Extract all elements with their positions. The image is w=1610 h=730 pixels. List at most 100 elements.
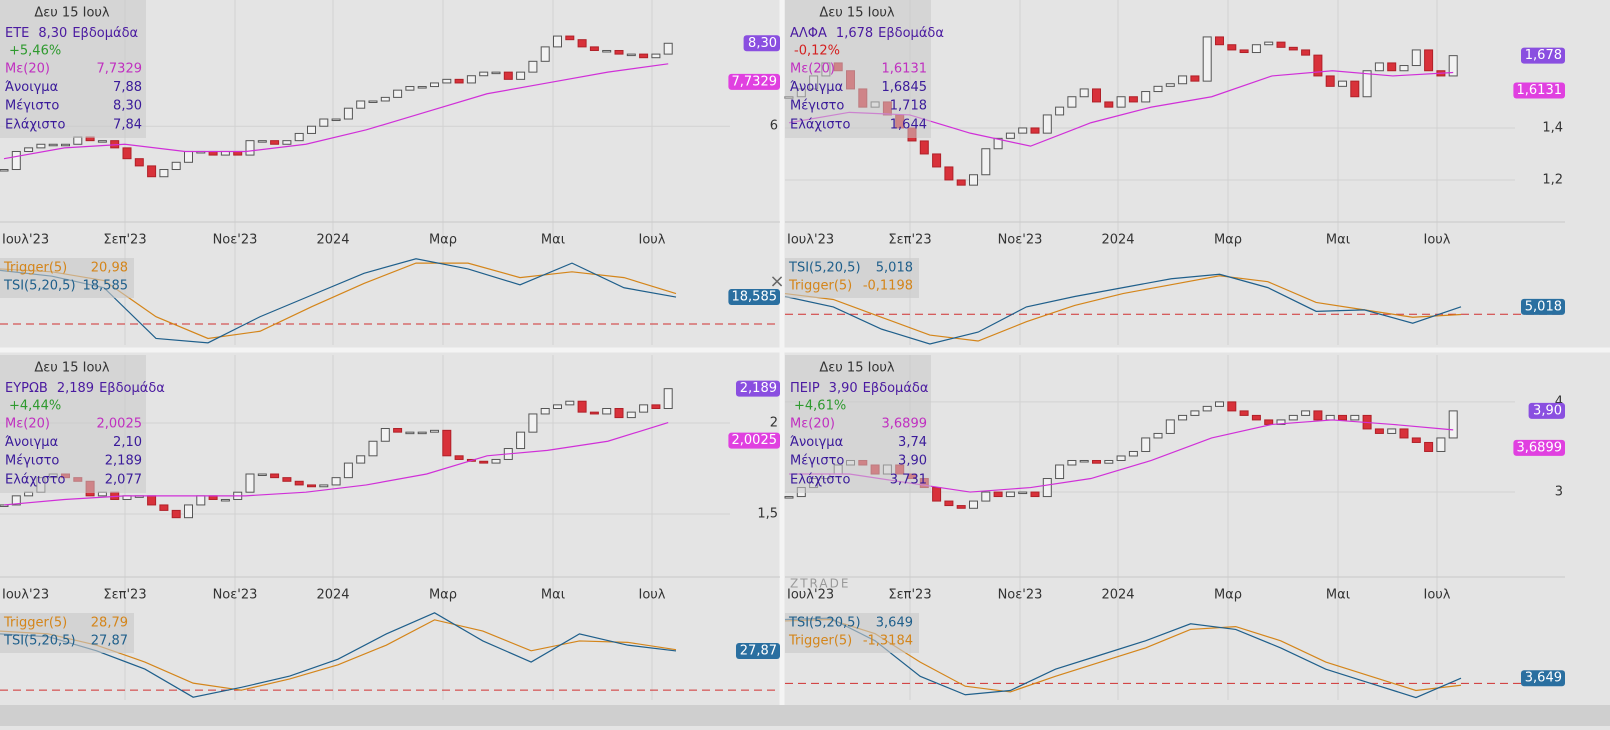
candle <box>1276 41 1286 48</box>
candle <box>1374 62 1384 72</box>
candle <box>503 71 513 80</box>
watermark: ZTRADE <box>790 577 850 591</box>
y-tick-label: 1,5 <box>757 507 778 522</box>
tsi-legend-value: 28,79 <box>91 616 128 631</box>
candle <box>171 509 181 519</box>
tab-strip[interactable] <box>0 705 1610 726</box>
candle <box>1251 44 1261 54</box>
candle <box>405 86 415 91</box>
info-value: 1,6131 <box>882 62 928 77</box>
symbol: ΠΕΙΡ <box>790 381 820 396</box>
candle <box>639 53 649 59</box>
candle <box>1067 96 1077 108</box>
info-label: Με(20) <box>790 417 835 432</box>
candle <box>1128 450 1138 457</box>
candle <box>1325 414 1335 421</box>
price-tag-bg <box>743 35 780 52</box>
tsi-legend-label: TSI(5,20,5) <box>788 616 861 631</box>
candle <box>270 140 280 145</box>
moving-average-line <box>3 422 669 506</box>
info-date: Δευ 15 Ιουλ <box>819 361 895 376</box>
candle <box>356 100 366 109</box>
candle <box>1190 75 1200 82</box>
candle <box>343 462 353 479</box>
candle <box>932 153 942 168</box>
x-tick-label: Μαρ <box>429 588 457 603</box>
candle <box>1264 419 1274 425</box>
candle <box>1153 432 1163 439</box>
candle <box>0 169 9 172</box>
info-box <box>0 0 146 138</box>
info-label: Μέγιστο <box>5 454 59 469</box>
chart-panel: 6 Ιουλ'23 Σεπ'23 Νοε'23 2024 Μαρ Μαι Ιουλ Δευ 15… <box>0 0 780 345</box>
tsi-legend-value: 20,98 <box>91 261 128 276</box>
x-tick-label: 2024 <box>1101 588 1134 603</box>
candle <box>430 82 439 88</box>
info-value: 1,6845 <box>882 80 928 95</box>
candle <box>343 107 353 120</box>
candle <box>1202 36 1212 82</box>
candle <box>454 78 464 84</box>
candle <box>516 71 526 80</box>
ma-tag: 3,6899 <box>1517 440 1563 455</box>
candle <box>919 140 929 155</box>
tsi-legend-value: 5,018 <box>876 261 913 276</box>
tsi-legend-label: Trigger(5) <box>3 616 67 631</box>
x-tick-label: Σεπ'23 <box>103 233 146 248</box>
tsi-legend-label: TSI(5,20,5) <box>3 634 76 649</box>
candle <box>1215 401 1224 407</box>
tsi-legend-label: TSI(5,20,5) <box>3 279 76 294</box>
candle <box>969 174 978 186</box>
candle <box>1301 410 1311 416</box>
close-icon[interactable]: × <box>769 271 784 292</box>
tsi-line <box>0 612 677 698</box>
candle <box>1018 491 1028 495</box>
ma-tag-bg <box>728 432 780 449</box>
info-label: Ελάχιστο <box>5 117 65 132</box>
x-tick-label: Νοε'23 <box>998 233 1043 248</box>
candle <box>1448 410 1458 439</box>
candle <box>1227 44 1237 51</box>
y-tick-label: 6 <box>770 119 778 134</box>
candle <box>417 431 427 435</box>
candle <box>1116 96 1126 108</box>
candle <box>1411 49 1421 67</box>
candle <box>294 480 304 486</box>
price: 1,678 <box>836 26 873 41</box>
info-label: Μέγιστο <box>790 454 844 469</box>
candle <box>405 431 415 435</box>
ma-tag-bg <box>728 73 780 90</box>
y-tick-label: 1,4 <box>1542 120 1563 135</box>
candle <box>614 49 624 55</box>
candle <box>577 400 587 413</box>
candle <box>73 136 83 145</box>
candle <box>380 428 390 442</box>
candle <box>1092 459 1101 464</box>
candle <box>319 484 329 488</box>
candle <box>380 96 390 102</box>
candle <box>1128 96 1138 103</box>
chart-panel: 1,4 1,2 Ιουλ'23 Σεπ'23 Νοε'23 2024 Μαρ Μαι Ιουλ Δ… <box>784 0 1565 345</box>
candle <box>565 400 575 406</box>
info-label: Άνοιγμα <box>790 80 843 95</box>
candle <box>282 140 292 145</box>
info-symbol-line: ΑΛΦΑ 1,678 Εβδομάδα <box>790 26 944 41</box>
candle <box>1338 414 1347 421</box>
info-symbol-line: ΕΤΕ 8,30 Εβδομάδα <box>5 26 138 41</box>
x-tick-label: Σεπ'23 <box>103 588 146 603</box>
candle <box>956 505 966 509</box>
info-value: 7,84 <box>113 117 142 132</box>
chart-panel: 4 3 Ιουλ'23 Σεπ'23 Νοε'23 2024 Μαρ Μαι Ιουλ Δευ 1… <box>784 355 1565 700</box>
candle <box>1079 459 1089 463</box>
y-tick-label: 1,2 <box>1542 172 1563 187</box>
x-tick-label: Νοε'23 <box>998 588 1043 603</box>
tsi-tag: 5,018 <box>1525 299 1562 314</box>
period: Εβδομάδα <box>99 381 165 396</box>
candle <box>184 150 193 163</box>
candle <box>171 161 181 171</box>
info-label: Με(20) <box>5 62 50 77</box>
candle <box>1251 414 1261 421</box>
candle <box>1055 464 1065 480</box>
x-tick-label: 2024 <box>316 588 349 603</box>
candle <box>368 100 378 103</box>
